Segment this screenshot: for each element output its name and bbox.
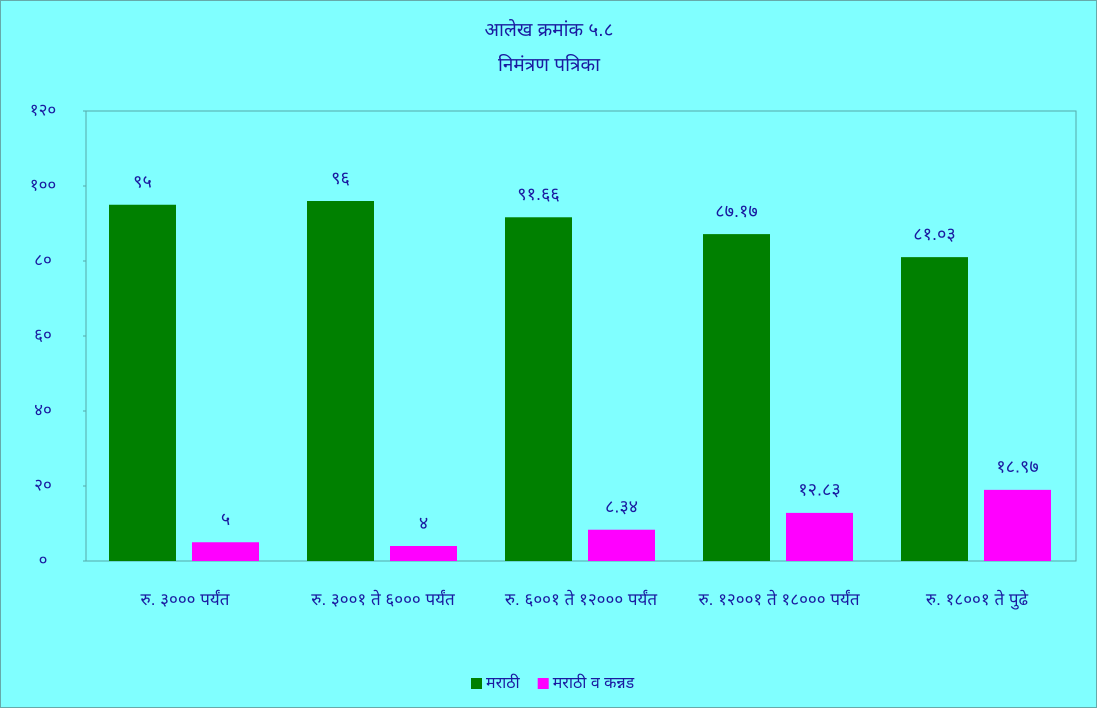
legend-label: मराठी व कन्नड [553, 673, 635, 692]
data-label: ८१.०३ [913, 224, 955, 244]
y-tick-label: २० [34, 475, 52, 494]
y-tick-label: ६० [34, 325, 52, 344]
chart-title: आलेख क्रमांक ५.८ [485, 18, 614, 41]
y-tick-label: १२० [30, 100, 57, 119]
x-tick-label: रु. ६००१ ते १२००० पर्यंत [504, 590, 658, 609]
legend-label: मराठी [486, 673, 521, 692]
bar [192, 542, 259, 561]
bar [505, 217, 572, 561]
data-label: ४ [419, 513, 428, 533]
x-tick-label: रु. ३००१ ते ६००० पर्यंत [311, 590, 455, 609]
bar [307, 201, 374, 561]
data-label: १२.८३ [798, 480, 840, 500]
data-label: ८.३४ [605, 496, 638, 516]
bar [901, 257, 968, 561]
data-label: ९६ [331, 168, 350, 188]
bar [109, 204, 176, 561]
bar [588, 529, 655, 561]
y-tick-label: १०० [30, 175, 57, 194]
bar [786, 512, 853, 561]
data-label: १८.९७ [996, 457, 1038, 477]
y-tick-label: ० [39, 550, 48, 569]
bar [703, 234, 770, 562]
y-tick-label: ४० [34, 400, 52, 419]
legend-swatch [537, 678, 549, 689]
data-label: ५ [221, 509, 230, 529]
chart-subtitle: निमंत्रण पत्रिका [498, 53, 601, 76]
x-tick-label: रु. १२००१ ते १८००० पर्यंत [698, 590, 860, 609]
data-label: ९५ [133, 172, 152, 192]
y-tick-label: ८० [34, 250, 52, 269]
bar [390, 546, 457, 561]
x-tick-label: रु. ३००० पर्यंत [140, 590, 230, 609]
data-label: ८७.१७ [715, 201, 757, 221]
legend-swatch [471, 678, 482, 689]
bar [984, 489, 1051, 561]
data-label: ९१.६६ [517, 184, 559, 204]
x-tick-label: रु. १८००१ ते पुढे [925, 590, 1029, 609]
